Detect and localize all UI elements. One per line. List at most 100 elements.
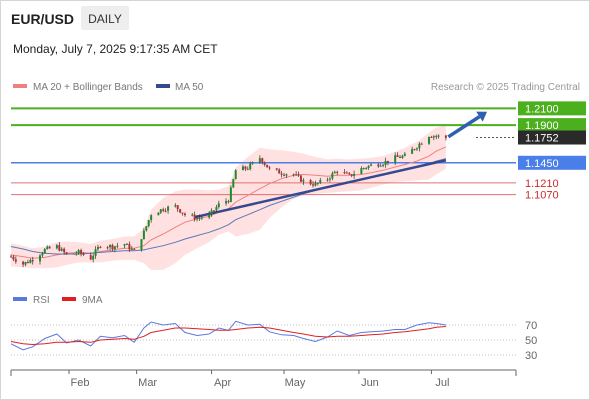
candle-body — [278, 169, 281, 174]
candle-body — [179, 209, 182, 213]
rsi-tick-label-30: 30 — [525, 350, 537, 362]
level-tag-1.1450 — [518, 155, 586, 170]
candle-body — [229, 187, 232, 202]
candle-body — [258, 158, 261, 163]
timeframe-badge[interactable] — [81, 6, 129, 30]
x-tick-label-Apr: Apr — [214, 377, 231, 389]
candle-body — [251, 162, 254, 164]
level-tag-1.1900 — [518, 118, 586, 133]
candle-body — [142, 230, 145, 240]
candle-body — [331, 173, 334, 179]
candle-body — [379, 165, 382, 167]
level-label-1.1210: 1.1210 — [525, 178, 559, 190]
candle-body — [336, 171, 339, 173]
candle-body — [130, 248, 133, 250]
candle-body — [333, 171, 336, 174]
candle-body — [80, 250, 83, 254]
candle-body — [99, 246, 102, 248]
candle-body — [24, 262, 27, 265]
candle-body — [198, 217, 201, 219]
candle-body — [430, 136, 433, 138]
candle-body — [399, 156, 402, 158]
candle-body — [26, 262, 29, 264]
bollinger-band-area — [11, 125, 446, 270]
timeframe-label[interactable]: DAILY — [88, 12, 122, 26]
x-tick-label-Mar: Mar — [138, 377, 157, 389]
candle-body — [285, 174, 288, 176]
candle-body — [345, 172, 348, 174]
candle-body — [401, 155, 404, 158]
candle-body — [292, 174, 295, 176]
level-label-1.2100: 1.2100 — [525, 103, 559, 115]
candle-body — [244, 166, 247, 169]
candle-body — [353, 173, 356, 176]
candle-body — [55, 245, 58, 249]
candle-body — [411, 149, 414, 154]
candle-body — [106, 247, 109, 249]
candle-body — [174, 205, 177, 207]
candle-body — [377, 164, 380, 167]
rsi-line — [10, 320, 446, 351]
candle-body — [266, 164, 269, 168]
projection-arrow-head — [476, 111, 488, 122]
candle-body — [316, 182, 319, 184]
candle-body — [96, 246, 99, 250]
candle-body — [370, 164, 373, 166]
candle-body — [232, 179, 235, 188]
candle-body — [403, 153, 406, 156]
candle-body — [396, 155, 399, 157]
candle-body — [280, 173, 283, 175]
rsi-tick-label-70: 70 — [525, 320, 537, 332]
rsi-ma-legend-swatch — [62, 297, 76, 301]
candle-body — [309, 180, 312, 185]
research-credit: Research © 2025 Trading Central — [431, 82, 580, 93]
candle-body — [319, 179, 322, 183]
candle-body — [246, 168, 249, 170]
candle-body — [362, 168, 365, 170]
bollinger-legend-label: MA 20 + Bollinger Bands — [33, 82, 143, 93]
candle-body — [360, 168, 363, 174]
candle-body — [109, 244, 112, 248]
candle-body — [210, 210, 213, 215]
candle-body — [46, 246, 49, 249]
level-label-1.1450: 1.1450 — [525, 158, 559, 170]
candle-body — [92, 256, 95, 260]
candle-body — [60, 248, 63, 251]
candle-body — [164, 210, 167, 212]
candle-body — [162, 209, 165, 211]
candle-body — [217, 203, 220, 208]
candle-body — [328, 178, 331, 180]
candle-body — [89, 254, 92, 260]
candle-body — [365, 167, 368, 169]
candle-body — [200, 217, 203, 219]
candle-body — [31, 260, 34, 262]
candle-body — [147, 220, 150, 227]
projection-arrow — [447, 111, 488, 139]
candle-body — [111, 244, 114, 249]
candle-body — [420, 143, 423, 145]
candle-body — [116, 245, 119, 247]
candle-body — [72, 253, 75, 255]
candle-body — [249, 163, 252, 170]
rsi-ma-line — [10, 326, 446, 346]
x-tick-label-Jun: Jun — [361, 377, 379, 389]
candle-body — [348, 173, 351, 175]
candle-body — [212, 210, 215, 212]
candle-body — [145, 226, 148, 231]
candle-body — [38, 255, 41, 262]
candle-body — [382, 164, 385, 166]
rsi-legend-swatch — [13, 297, 27, 301]
x-tick-label-May: May — [285, 377, 306, 389]
candle-body — [157, 212, 160, 216]
candle-body — [41, 253, 44, 256]
projection-arrow-shaft — [447, 115, 481, 139]
rsi-legend-label: RSI — [33, 295, 50, 306]
candle-body — [367, 165, 370, 168]
candle-body — [140, 239, 143, 250]
candle-body — [183, 213, 186, 216]
last-price-label: 1.1752 — [525, 133, 559, 145]
candle-body — [63, 248, 66, 253]
x-tick-label-Jul: Jul — [435, 377, 449, 389]
candle-body — [432, 136, 435, 138]
